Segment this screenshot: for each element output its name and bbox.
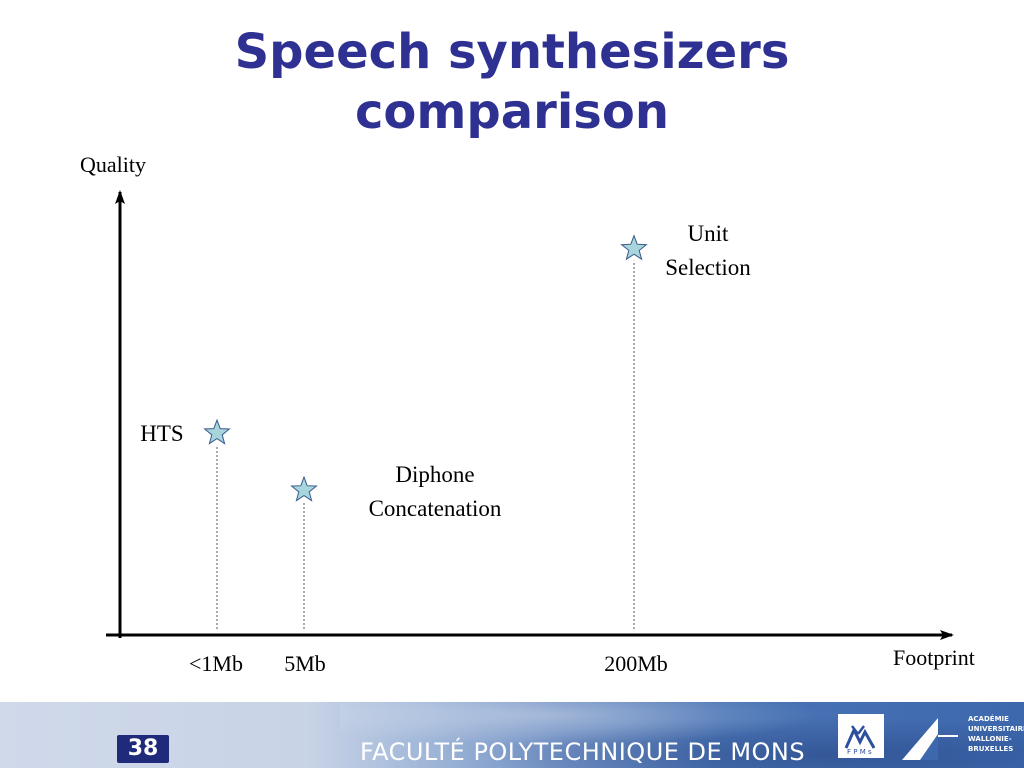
point-label-line: Diphone — [395, 462, 474, 487]
svg-text:F P M s: F P M s — [847, 748, 872, 756]
x-tick-label: <1Mb — [189, 651, 243, 676]
point-label-line: Selection — [665, 255, 751, 280]
footer-bar: 38 FACULTÉ POLYTECHNIQUE DE MONS F P M s… — [0, 702, 1024, 768]
academy-logo-icon — [898, 712, 962, 764]
star-marker — [203, 418, 231, 445]
point-label: HTS — [140, 421, 183, 446]
slide-title-line-1: Speech synthesizers — [234, 24, 790, 80]
academy-line-1: ACADÉMIE — [968, 715, 1009, 723]
y-axis-label: Quality — [80, 152, 146, 177]
point-label: Diphone Concatenation — [369, 462, 502, 521]
academy-line-3: WALLONIE- — [968, 735, 1012, 743]
point-label: Unit Selection — [665, 221, 751, 280]
faculty-name: FACULTÉ POLYTECHNIQUE DE MONS — [360, 738, 806, 766]
star-marker — [620, 234, 648, 261]
point-label-line: Unit — [688, 221, 730, 246]
chart: Quality Footprint <1Mb 5Mb 200Mb HTS Diphone… — [80, 152, 975, 676]
academy-line-2: UNIVERSITAIRE — [968, 725, 1024, 733]
x-tick-label: 200Mb — [604, 651, 668, 676]
academy-line-4: BRUXELLES — [968, 745, 1014, 753]
academy-label: ACADÉMIE UNIVERSITAIRE WALLONIE- BRUXELL… — [968, 714, 1024, 754]
slide-title: Speech synthesizers comparison — [0, 22, 1024, 142]
x-tick-label: 5Mb — [284, 651, 326, 676]
point-label-line: Concatenation — [369, 496, 502, 521]
fpms-logo-icon: F P M s — [838, 714, 884, 758]
x-axis-label: Footprint — [893, 645, 975, 670]
point-label-line: HTS — [140, 421, 183, 446]
slide-number: 38 — [117, 735, 169, 763]
slide-title-line-2: comparison — [354, 84, 670, 140]
chart-marks: <1Mb 5Mb 200Mb HTS Diphone Concatenation Unit S… — [140, 221, 751, 676]
star-marker — [290, 475, 318, 502]
